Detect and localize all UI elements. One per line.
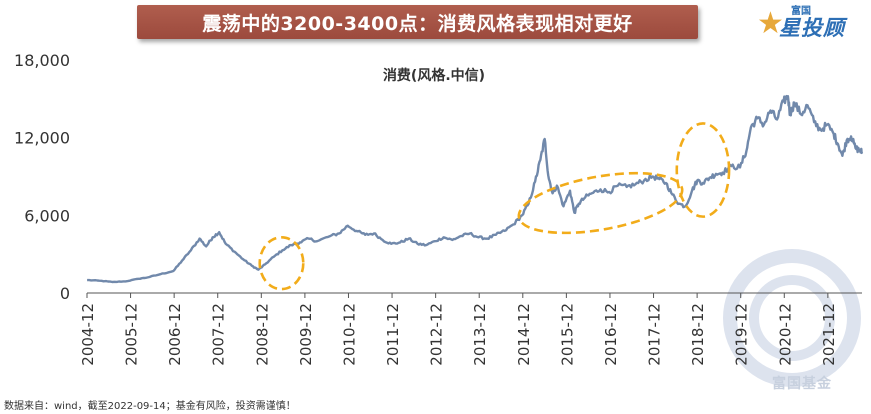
x-tick-label: 2008-12 <box>253 303 271 366</box>
x-tick-label: 2009-12 <box>297 303 315 366</box>
series-layer <box>87 94 864 284</box>
y-tick-label: 0 <box>60 284 70 303</box>
highlight-ellipse <box>517 171 684 235</box>
logo-main-text: 星投顾 <box>779 16 845 40</box>
x-tick-label: 2014-12 <box>515 303 533 366</box>
series-line <box>87 94 864 284</box>
y-tick-label: 18,000 <box>14 51 70 70</box>
watermark-ring-0 <box>723 249 861 387</box>
x-tick-label: 2020-12 <box>776 303 794 366</box>
x-tick-label: 2006-12 <box>166 303 184 366</box>
x-tick-label: 2010-12 <box>340 303 358 366</box>
footnote: 数据来自：wind，截至2022-09-14；基金有风险，投资需谨慎！ <box>4 401 296 412</box>
x-tick-label: 2012-12 <box>428 303 446 366</box>
star-icon: ★ <box>757 6 784 41</box>
x-tick-label: 2017-12 <box>646 303 664 366</box>
x-tick-label: 2019-12 <box>733 303 751 366</box>
x-tick-label: 2015-12 <box>558 303 576 366</box>
y-axis: 0 6,000 12,000 18,000 <box>14 51 70 303</box>
y-tick-label: 12,000 <box>14 129 70 148</box>
banner-title: 震荡中的3200-3400点：消费风格表现相对更好 <box>137 5 698 39</box>
brand-logo: ★ 富国 星投顾 <box>757 2 857 42</box>
x-tick-label: 2005-12 <box>123 303 141 366</box>
watermark-text: 富国基金 <box>772 376 832 392</box>
highlight-ellipse <box>675 122 731 218</box>
x-tick-label: 2016-12 <box>602 303 620 366</box>
highlight-layer <box>258 122 731 291</box>
x-tick-label: 2021-12 <box>820 303 838 366</box>
x-tick-label: 2007-12 <box>210 303 228 366</box>
x-tick-label: 2004-12 <box>79 303 97 366</box>
y-tick-label: 6,000 <box>24 206 70 225</box>
chart-title: 消费(风格.中信) <box>383 67 485 84</box>
highlight-ellipse <box>258 236 305 291</box>
x-tick-label: 2011-12 <box>384 303 402 366</box>
watermark-ring-1 <box>749 275 835 361</box>
x-tick-label: 2013-12 <box>471 303 489 366</box>
x-tick-label: 2018-12 <box>689 303 707 366</box>
logo-top-text: 富国 <box>791 6 811 17</box>
watermark-logo <box>723 249 861 387</box>
x-axis: 2004-12 2005-12 2006-12 2007-12 2008-12 2009-… <box>79 292 862 366</box>
